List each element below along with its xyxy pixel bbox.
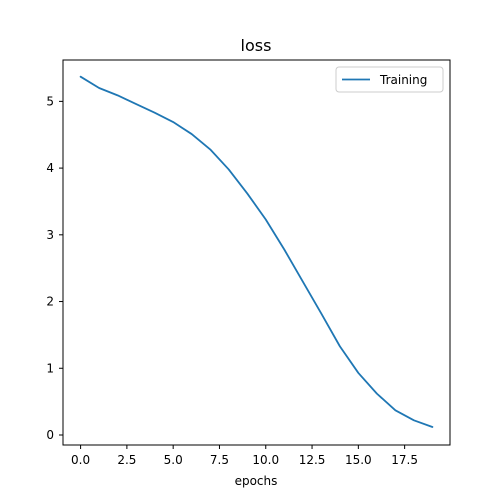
x-tick-label: 10.0 [252, 453, 279, 467]
y-tick-label: 5 [46, 94, 54, 108]
x-tick-label: 7.5 [210, 453, 229, 467]
x-tick-label: 17.5 [391, 453, 418, 467]
plot-area: 0.0 2.5 5.0 7.5 10.0 12.5 15.0 17.5 0 1 2 3 4 5 Traini… [46, 59, 451, 467]
legend-label: Training [379, 73, 427, 87]
x-axis-label: epochs [235, 474, 278, 488]
x-tick-label: 5.0 [164, 453, 183, 467]
y-tick-label: 3 [46, 228, 54, 242]
chart-title: loss [241, 36, 272, 55]
series-line-training [79, 75, 434, 428]
y-tick-label: 0 [46, 428, 54, 442]
x-tick-label: 0.0 [71, 453, 90, 467]
y-tick-label: 1 [46, 361, 54, 375]
plot-frame [62, 59, 451, 446]
legend-box [335, 66, 444, 93]
y-tick-label: 2 [46, 295, 54, 309]
x-tick-label: 12.5 [299, 453, 326, 467]
x-tick-label: 2.5 [117, 453, 136, 467]
y-tick-label: 4 [46, 161, 54, 175]
x-tick-label: 15.0 [345, 453, 372, 467]
